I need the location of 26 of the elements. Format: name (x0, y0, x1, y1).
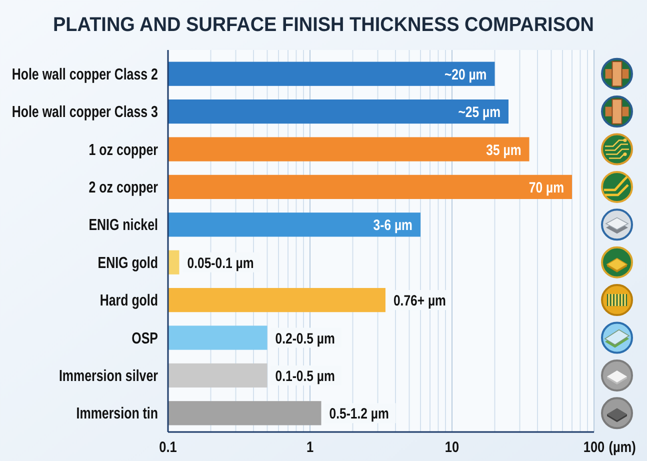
data-label: 70 µm (528, 179, 564, 196)
y-tick-label: ENIG gold (98, 254, 158, 272)
y-tick-label: Hard gold (100, 292, 158, 310)
data-label: 0.1-0.5 µm (275, 368, 335, 384)
data-label: ~20 µm (444, 66, 487, 83)
x-tick-label: 100 (583, 438, 605, 456)
data-label: 0.5-1.2 µm (329, 406, 389, 422)
data-label: 0.76+ µm (393, 292, 446, 309)
y-tick-label: 1 oz copper (88, 141, 158, 160)
y-tick-label: Hole wall copper Class 2 (12, 66, 158, 84)
data-label: 0.05-0.1 µm (187, 254, 254, 272)
data-label: ~25 µm (458, 104, 501, 120)
data-label: 35 µm (486, 142, 522, 158)
y-tick-label: Hole wall copper Class 3 (12, 104, 158, 122)
y-tick-label: 2 oz copper (88, 179, 158, 197)
y-tick-label: Immersion silver (58, 368, 158, 386)
x-tick-label: 10 (444, 438, 460, 456)
y-tick-label: OSP (132, 330, 158, 348)
y-tick-label: Immersion tin (76, 405, 158, 424)
data-label: 3-6 µm (373, 217, 412, 234)
x-tick-label: 0.1 (159, 438, 178, 456)
data-label: 0.2-0.5 µm (275, 330, 335, 347)
x-axis-title: (µm) (608, 438, 636, 456)
x-tick-label: 1 (306, 438, 314, 456)
chart-title: PLATING AND SURFACE FINISH THICKNESS COMPARISON (53, 14, 594, 36)
y-tick-label: ENIG nickel (88, 216, 158, 235)
